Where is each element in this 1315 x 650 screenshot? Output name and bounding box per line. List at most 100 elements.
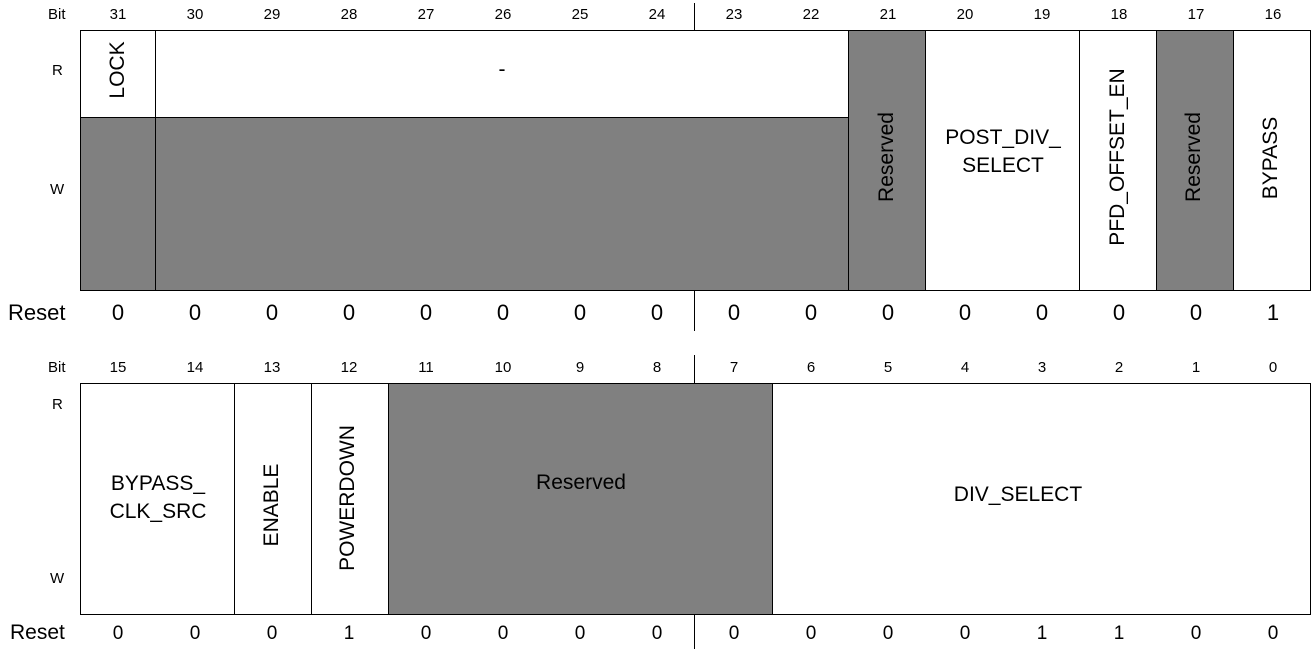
unused-read-cell [155,30,850,119]
lower-bit-number-1: 14 [186,359,204,376]
lower-reset-value-3: 1 [343,623,355,644]
lock-field-label: LOCK [106,41,129,99]
div-select-cell [772,383,1311,615]
lower-reset-tick [694,615,695,649]
upper-reset-value-13: 0 [1112,300,1126,325]
upper-reset-value-4: 0 [419,300,433,325]
lower-bit-number-12: 3 [1037,359,1047,376]
reserved-21-label: Reserved [875,112,898,202]
lower-reset-value-10: 0 [882,623,894,644]
upper-bit-number-15: 16 [1264,6,1282,23]
lower-reset-value-5: 0 [497,623,509,644]
upper-top-tick [694,3,695,30]
lower-bit-number-0: 15 [109,359,127,376]
lower-reset-label: Reset [10,621,65,644]
lower-reset-value-2: 0 [266,623,278,644]
upper-reset-tick [694,291,695,331]
upper-bit-number-0: 31 [109,6,127,23]
pfd-offset-en-cell [1079,30,1158,291]
lower-reset-value-13: 1 [1113,623,1125,644]
upper-bit-number-5: 26 [494,6,512,23]
bypass-label: BYPASS [1259,116,1282,200]
post-div-select-label-line2: SELECT [962,154,1044,177]
upper-bit-number-8: 23 [725,6,743,23]
upper-read-label: R [52,62,63,79]
lower-bit-number-13: 2 [1114,359,1124,376]
reserved-21-cell [848,30,927,291]
lower-bit-number-2: 13 [263,359,281,376]
upper-reset-value-3: 0 [342,300,356,325]
upper-reset-label: Reset [8,300,66,325]
reserved-17-cell [1156,30,1235,291]
upper-reset-value-14: 0 [1189,300,1203,325]
pfd-offset-en-label: PFD_OFFSET_EN [1106,68,1129,246]
powerdown-label: POWERDOWN [336,425,359,571]
lower-bit-number-6: 9 [575,359,585,376]
lower-bit-number-4: 11 [418,359,434,376]
upper-write-label: W [50,181,65,198]
reserved-11-7-cell [388,383,774,615]
lower-reset-value-6: 0 [574,623,586,644]
lower-bit-number-5: 10 [494,359,512,376]
lower-bit-number-15: 0 [1268,359,1278,376]
div-select-label: DIV_SELECT [953,483,1083,506]
upper-bit-number-4: 27 [417,6,435,23]
upper-bit-number-13: 18 [1110,6,1128,23]
bypass-clk-src-cell [80,383,236,615]
upper-reset-value-0: 0 [111,300,125,325]
upper-reset-value-1: 0 [188,300,202,325]
lower-reset-value-12: 1 [1036,623,1048,644]
lower-top-tick [694,355,695,383]
lower-reset-value-4: 0 [420,623,432,644]
lower-bit-label: Bit [48,359,66,376]
upper-bit-number-9: 22 [802,6,820,23]
lower-reset-value-8: 0 [728,623,740,644]
lock-write-cell [80,117,157,291]
unused-dash-label: - [498,58,506,81]
lower-reset-value-0: 0 [112,623,124,644]
lower-write-label: W [50,570,65,587]
lower-reset-value-14: 0 [1190,623,1202,644]
lock-read-cell [80,30,157,119]
upper-bit-number-1: 30 [186,6,204,23]
powerdown-cell [311,383,390,615]
lower-bit-number-3: 12 [340,359,358,376]
unused-write-cell [155,117,850,291]
upper-bit-number-7: 24 [648,6,666,23]
lower-reset-value-15: 0 [1267,623,1279,644]
lower-bit-number-11: 4 [960,359,970,376]
reserved-17-label: Reserved [1182,112,1205,202]
upper-bit-number-10: 21 [879,6,897,23]
lower-reset-value-1: 0 [189,623,201,644]
bypass-cell [1233,30,1311,291]
lower-bit-number-7: 8 [652,359,662,376]
lower-bit-number-8: 7 [729,359,739,376]
upper-reset-value-12: 0 [1035,300,1049,325]
lower-bit-number-9: 6 [806,359,816,376]
bypass-clk-src-label-line2: CLK_SRC [109,500,207,523]
lower-bit-number-10: 5 [883,359,893,376]
upper-bit-label: Bit [48,6,66,23]
upper-reset-value-11: 0 [958,300,972,325]
lower-read-label: R [52,396,63,413]
bypass-clk-src-label-line1: BYPASS_ [110,472,206,495]
upper-reset-value-10: 0 [881,300,895,325]
post-div-select-label-line1: POST_DIV_ [945,126,1061,149]
upper-bit-number-12: 19 [1033,6,1051,23]
lower-reset-value-9: 0 [805,623,817,644]
upper-bit-number-3: 28 [340,6,358,23]
upper-bit-number-6: 25 [571,6,589,23]
upper-reset-value-7: 0 [650,300,664,325]
upper-bit-number-2: 29 [263,6,281,23]
reserved-11-7-label: Reserved [536,471,626,494]
upper-reset-value-9: 0 [804,300,818,325]
upper-bit-number-11: 20 [956,6,974,23]
enable-label: ENABLE [260,463,283,547]
upper-reset-value-8: 0 [727,300,741,325]
lower-bit-number-14: 1 [1191,359,1201,376]
lower-reset-value-7: 0 [651,623,663,644]
lower-reset-value-11: 0 [959,623,971,644]
upper-reset-value-6: 0 [573,300,587,325]
upper-reset-value-5: 0 [496,300,510,325]
post-div-select-cell [925,30,1081,291]
